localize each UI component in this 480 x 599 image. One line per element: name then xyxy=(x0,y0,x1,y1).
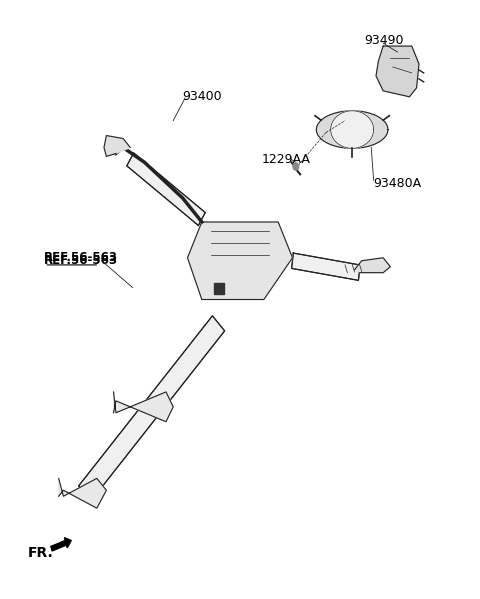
Text: 93490: 93490 xyxy=(364,34,404,47)
Polygon shape xyxy=(59,479,107,508)
Circle shape xyxy=(293,163,299,170)
Polygon shape xyxy=(114,392,173,422)
Polygon shape xyxy=(316,111,388,149)
Polygon shape xyxy=(292,253,360,280)
Text: 1229AA: 1229AA xyxy=(262,153,311,166)
FancyArrow shape xyxy=(51,538,71,551)
Polygon shape xyxy=(104,135,130,156)
Polygon shape xyxy=(376,46,419,97)
Polygon shape xyxy=(188,222,292,300)
Polygon shape xyxy=(127,153,205,225)
Text: REF.56-563: REF.56-563 xyxy=(44,254,119,267)
Polygon shape xyxy=(79,316,225,501)
Polygon shape xyxy=(355,258,390,273)
Text: FR.: FR. xyxy=(28,546,53,560)
Text: REF.56-563: REF.56-563 xyxy=(44,251,119,264)
Text: 93400: 93400 xyxy=(183,90,222,103)
Bar xyxy=(214,283,224,294)
Polygon shape xyxy=(331,111,373,149)
Text: 93480A: 93480A xyxy=(373,177,422,190)
